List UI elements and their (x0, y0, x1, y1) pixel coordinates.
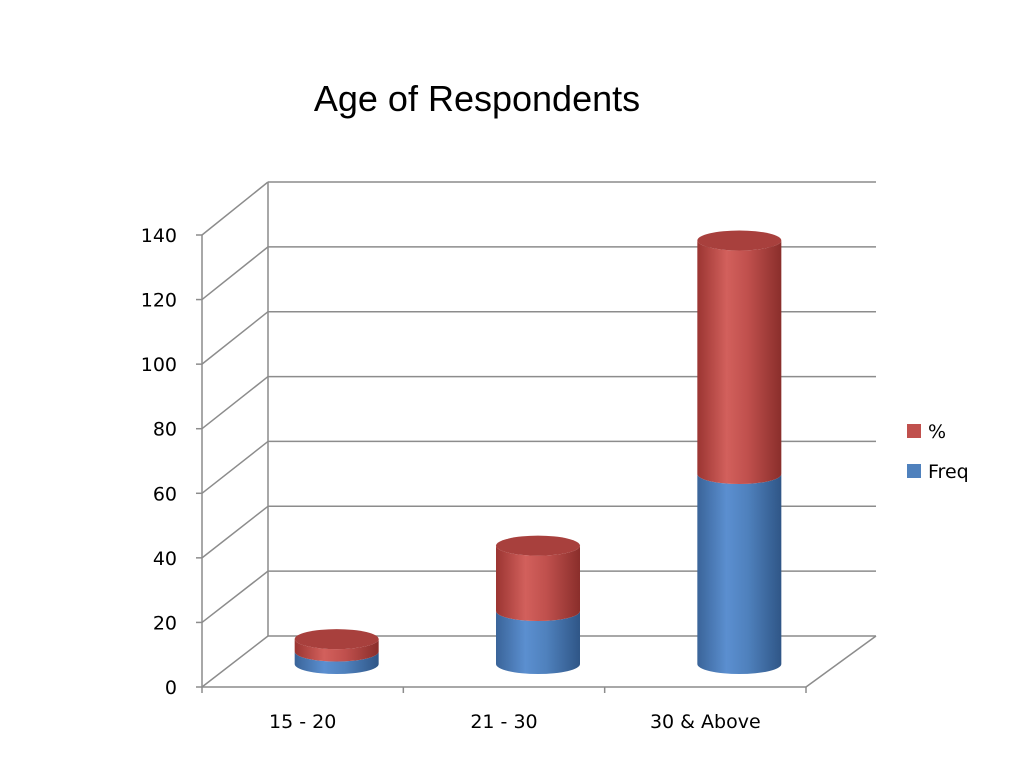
y-tick-label: 100 (141, 354, 177, 376)
legend-label: Freq (928, 461, 969, 483)
bar-segment--1 (496, 545, 580, 622)
y-tick-label: 140 (141, 225, 177, 247)
gridline-side (201, 570, 269, 624)
bar-segment--2 (697, 240, 782, 485)
gridline-side (201, 246, 269, 301)
floor-right-edge (805, 635, 877, 688)
x-tick-label: 21 - 30 (470, 711, 537, 733)
gridline-side (201, 375, 269, 430)
gridline-side (201, 181, 269, 236)
bar-top-cap-2 (697, 230, 782, 251)
legend-swatch (907, 424, 921, 438)
bar-top-cap-0 (294, 629, 379, 650)
gridline-side (201, 440, 269, 494)
x-axis-ticks: 15 - 20 21 - 30 30 & Above (201, 687, 807, 733)
bar-top-cap-1 (496, 535, 580, 556)
legend-swatch (907, 464, 921, 478)
bar-segment-freq-2 (697, 474, 782, 674)
x-tick-label: 30 & Above (650, 711, 761, 733)
bars (294, 230, 782, 674)
y-axis-ticks: 0 20 40 60 80 100 120 140 (141, 225, 202, 699)
x-tick-label: 15 - 20 (269, 711, 336, 733)
y-tick-label: 0 (165, 677, 177, 699)
y-tick-label: 40 (153, 548, 177, 570)
chart-title: Age of Respondents (313, 78, 641, 119)
gridline-side (201, 505, 269, 559)
legend-label: % (928, 421, 946, 443)
y-tick-label: 120 (141, 290, 177, 312)
y-tick-label: 60 (153, 483, 177, 505)
y-tick-label: 20 (153, 612, 177, 634)
legend: % Freq (907, 421, 969, 483)
bar-segment-freq-1 (496, 611, 580, 674)
gridline-side (201, 635, 269, 688)
gridline-side (201, 311, 269, 365)
bar-segment--0 (294, 639, 379, 662)
y-tick-label: 80 (153, 419, 177, 441)
bar-segment-freq-0 (294, 651, 379, 674)
